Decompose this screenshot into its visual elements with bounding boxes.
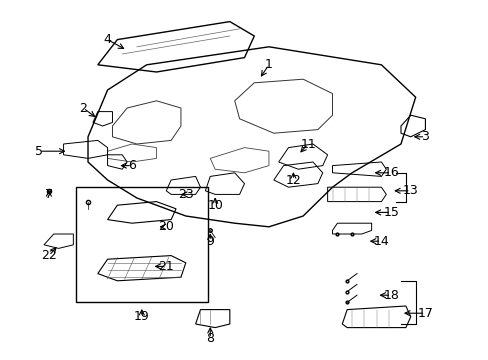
Text: 10: 10 xyxy=(207,199,223,212)
Text: 14: 14 xyxy=(373,235,388,248)
Text: 15: 15 xyxy=(383,206,398,219)
Text: 18: 18 xyxy=(383,289,398,302)
Text: 20: 20 xyxy=(158,220,174,233)
Text: 11: 11 xyxy=(300,138,315,150)
Text: 22: 22 xyxy=(41,249,57,262)
Text: 6: 6 xyxy=(128,159,136,172)
Bar xyxy=(76,187,207,302)
Text: 7: 7 xyxy=(45,188,53,201)
Text: 23: 23 xyxy=(178,188,193,201)
Text: 8: 8 xyxy=(206,332,214,345)
Text: 5: 5 xyxy=(35,145,43,158)
Text: 3: 3 xyxy=(421,130,428,143)
Text: 1: 1 xyxy=(264,58,272,71)
Text: 19: 19 xyxy=(134,310,149,323)
Text: 9: 9 xyxy=(206,235,214,248)
Text: 21: 21 xyxy=(158,260,174,273)
Text: 13: 13 xyxy=(402,184,418,197)
Text: 16: 16 xyxy=(383,166,398,179)
Text: 17: 17 xyxy=(417,307,432,320)
Text: 12: 12 xyxy=(285,174,301,186)
Text: 4: 4 xyxy=(103,33,111,46)
Text: 2: 2 xyxy=(79,102,87,114)
